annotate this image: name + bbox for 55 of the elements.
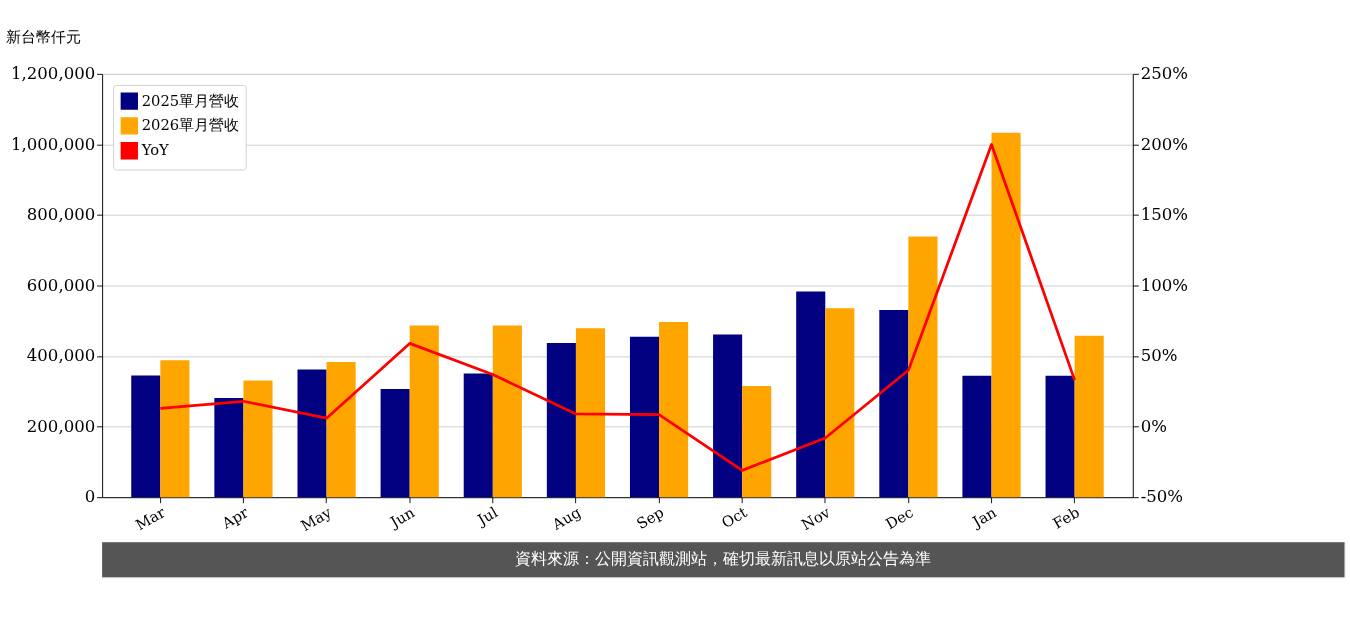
- x-tick-label: Jul: [472, 503, 501, 530]
- y2-tick-label: 200%: [1140, 134, 1188, 154]
- y-axis-title: 新台幣仟元: [5, 28, 81, 46]
- y2-tick-label: 100%: [1140, 275, 1188, 295]
- bar: [380, 388, 410, 498]
- y2-tick-label: 250%: [1140, 63, 1188, 83]
- x-tick-label: Feb: [1049, 503, 1083, 532]
- bar: [908, 236, 938, 498]
- bar: [962, 375, 992, 498]
- y2-tick-label: 50%: [1140, 346, 1178, 366]
- legend-label: 2026單月營收: [141, 116, 240, 134]
- x-tick-label: Jun: [385, 503, 418, 532]
- y-tick-label: 1,200,000: [11, 63, 96, 83]
- bar: [575, 328, 606, 498]
- y-tick-label: 200,000: [26, 416, 96, 436]
- bar: [1045, 375, 1075, 498]
- bar: [713, 334, 743, 498]
- y-tick-label: 0: [84, 487, 96, 507]
- x-tick-label: Apr: [218, 502, 252, 533]
- y-tick-label: 1,000,000: [11, 134, 96, 154]
- y-tick-label: 400,000: [26, 346, 96, 366]
- bar: [991, 132, 1021, 498]
- legend-label: YoY: [140, 141, 170, 159]
- y-tick-label: 600,000: [26, 275, 96, 295]
- y2-tick-label: 0%: [1140, 416, 1167, 436]
- bar: [297, 369, 327, 498]
- bar: [659, 321, 689, 498]
- x-tick-label: Sep: [633, 503, 667, 533]
- x-tick-label: Mar: [132, 502, 169, 534]
- x-tick-label: Aug: [548, 503, 584, 534]
- bar: [742, 386, 772, 498]
- y2-tick-label: 150%: [1140, 205, 1188, 225]
- bar: [243, 380, 273, 498]
- x-tick-label: Jan: [967, 503, 1000, 532]
- bar: [214, 398, 244, 498]
- bar: [492, 325, 522, 498]
- x-tick-label: Dec: [882, 503, 916, 533]
- bar: [409, 325, 439, 498]
- bar: [825, 308, 855, 498]
- bar: [629, 336, 660, 498]
- bar: [1074, 335, 1104, 498]
- bar: [796, 291, 826, 498]
- x-tick-label: Oct: [718, 503, 750, 532]
- x-tick-label: May: [297, 502, 335, 535]
- y-tick-label: 800,000: [26, 205, 96, 225]
- bar: [326, 362, 356, 498]
- bar: [160, 360, 190, 498]
- bar: [463, 373, 493, 498]
- y2-tick-label: -50%: [1140, 487, 1184, 507]
- bar: [879, 309, 909, 498]
- x-tick-label: Nov: [798, 502, 834, 534]
- bar: [131, 375, 161, 498]
- source-note: 資料來源：公開資訊觀測站，確切最新訊息以原站公告為準: [515, 549, 932, 569]
- bar: [546, 343, 576, 498]
- legend-label: 2025單月營收: [141, 91, 240, 109]
